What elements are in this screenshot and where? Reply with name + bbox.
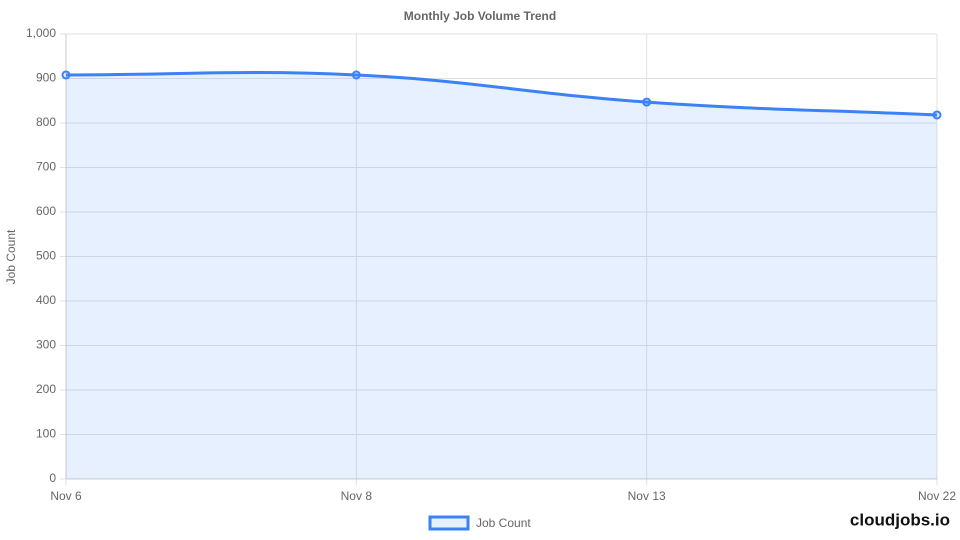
x-tick-label: Nov 22 xyxy=(918,489,956,503)
watermark: cloudjobs.io xyxy=(850,510,950,529)
y-tick-label: 100 xyxy=(36,427,56,441)
y-tick-label: 1,000 xyxy=(26,26,56,40)
y-tick-label: 200 xyxy=(36,382,56,396)
y-tick-label: 500 xyxy=(36,249,56,263)
x-tick-label: Nov 8 xyxy=(341,489,373,503)
legend-label: Job Count xyxy=(476,516,531,530)
point xyxy=(642,97,652,107)
y-tick-label: 900 xyxy=(36,71,56,85)
point xyxy=(351,70,361,80)
point xyxy=(932,110,942,120)
x-tick-label: Nov 13 xyxy=(628,489,666,503)
area xyxy=(66,72,937,480)
y-tick-label: 700 xyxy=(36,160,56,174)
y-tick-label: 0 xyxy=(49,471,56,485)
y-tick-label: 600 xyxy=(36,204,56,218)
point xyxy=(61,70,71,80)
y-axis-title: Job Count xyxy=(4,229,18,284)
legend-swatch xyxy=(428,515,470,531)
y-tick-label: 400 xyxy=(36,293,56,307)
line xyxy=(65,71,938,117)
x-tick-label: Nov 6 xyxy=(50,489,82,503)
chart-title: Monthly Job Volume Trend xyxy=(404,9,556,23)
y-tick-label: 300 xyxy=(36,338,56,352)
y-tick-label: 800 xyxy=(36,115,56,129)
